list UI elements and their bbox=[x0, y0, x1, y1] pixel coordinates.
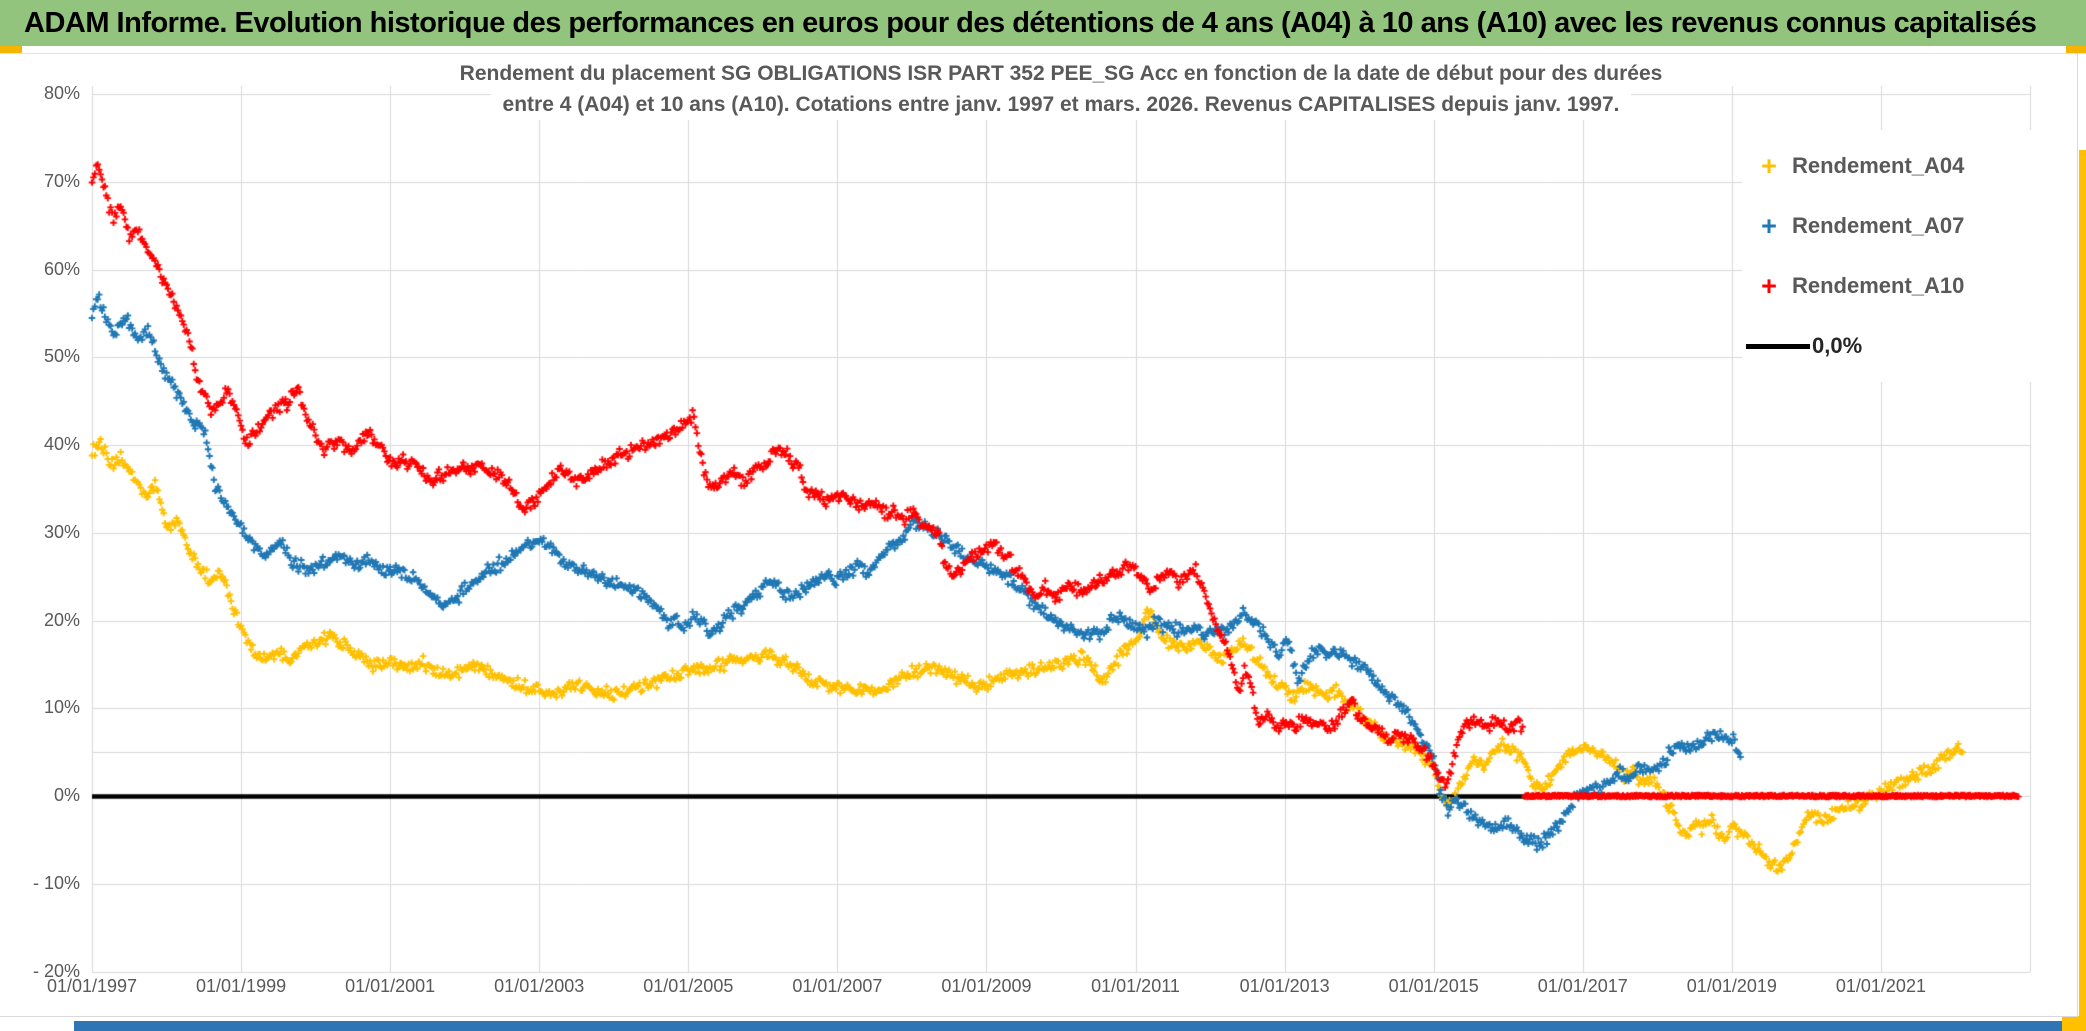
y-axis-tick: 70% bbox=[43, 170, 80, 191]
x-axis-tick: 01/01/2003 bbox=[494, 976, 585, 996]
x-axis-tick: 01/01/2015 bbox=[1388, 976, 1479, 996]
legend-label: 0,0% bbox=[1812, 333, 1863, 358]
y-axis-tick: - 10% bbox=[32, 872, 80, 893]
plus-marker-icon: + bbox=[1761, 150, 1777, 181]
chart-border-bottom bbox=[0, 1016, 2078, 1017]
window-accent-corner bbox=[2062, 1016, 2086, 1031]
legend-item-a10[interactable]: + Rendement_A10 bbox=[1742, 256, 2038, 316]
x-axis-tick: 01/01/2005 bbox=[643, 976, 734, 996]
x-axis-tick: 01/01/1997 bbox=[46, 976, 138, 996]
x-axis-tick: 01/01/1999 bbox=[196, 976, 287, 996]
x-axis-tick: 01/01/2019 bbox=[1686, 976, 1777, 996]
y-axis-tick: 10% bbox=[43, 697, 80, 718]
x-axis-tick: 01/01/2001 bbox=[345, 976, 436, 996]
legend-label: Rendement_A10 bbox=[1792, 273, 1965, 298]
chart-border-right bbox=[2077, 53, 2078, 1016]
legend-label: Rendement_A07 bbox=[1792, 213, 1965, 238]
legend-item-a04[interactable]: + Rendement_A04 bbox=[1742, 136, 2038, 196]
legend-item-a07[interactable]: + Rendement_A07 bbox=[1742, 196, 2038, 256]
plus-marker-icon: + bbox=[1761, 270, 1777, 301]
x-axis-tick: 01/01/2021 bbox=[1835, 976, 1926, 996]
y-axis-tick: 0% bbox=[53, 785, 80, 805]
y-axis-tick: 60% bbox=[43, 258, 80, 279]
x-axis-tick: 01/01/2007 bbox=[792, 976, 883, 996]
y-axis-tick: - 20% bbox=[32, 960, 80, 981]
plus-marker-icon: + bbox=[1761, 210, 1777, 241]
y-axis-tick: 50% bbox=[43, 346, 80, 367]
legend: + Rendement_A04 + Rendement_A07 + Rendem… bbox=[1742, 130, 2038, 382]
y-axis-tick: 20% bbox=[43, 609, 80, 630]
x-axis-tick: 01/01/2017 bbox=[1537, 976, 1628, 996]
y-axis-tick: 80% bbox=[43, 83, 80, 103]
legend-item-zero-line[interactable]: 0,0% bbox=[1742, 316, 2038, 376]
window-accent-right-bar bbox=[2079, 150, 2086, 1031]
y-axis-tick: 30% bbox=[43, 521, 80, 542]
y-axis-tick: 40% bbox=[43, 434, 80, 454]
legend-label: Rendement_A04 bbox=[1792, 153, 1965, 178]
zero-line-swatch bbox=[1746, 343, 1810, 349]
x-axis-tick: 01/01/2013 bbox=[1239, 976, 1330, 996]
x-axis-tick: 01/01/2011 bbox=[1091, 976, 1180, 996]
x-axis-tick: 01/01/2009 bbox=[941, 976, 1032, 996]
window-bottom-strip bbox=[74, 1021, 2062, 1031]
